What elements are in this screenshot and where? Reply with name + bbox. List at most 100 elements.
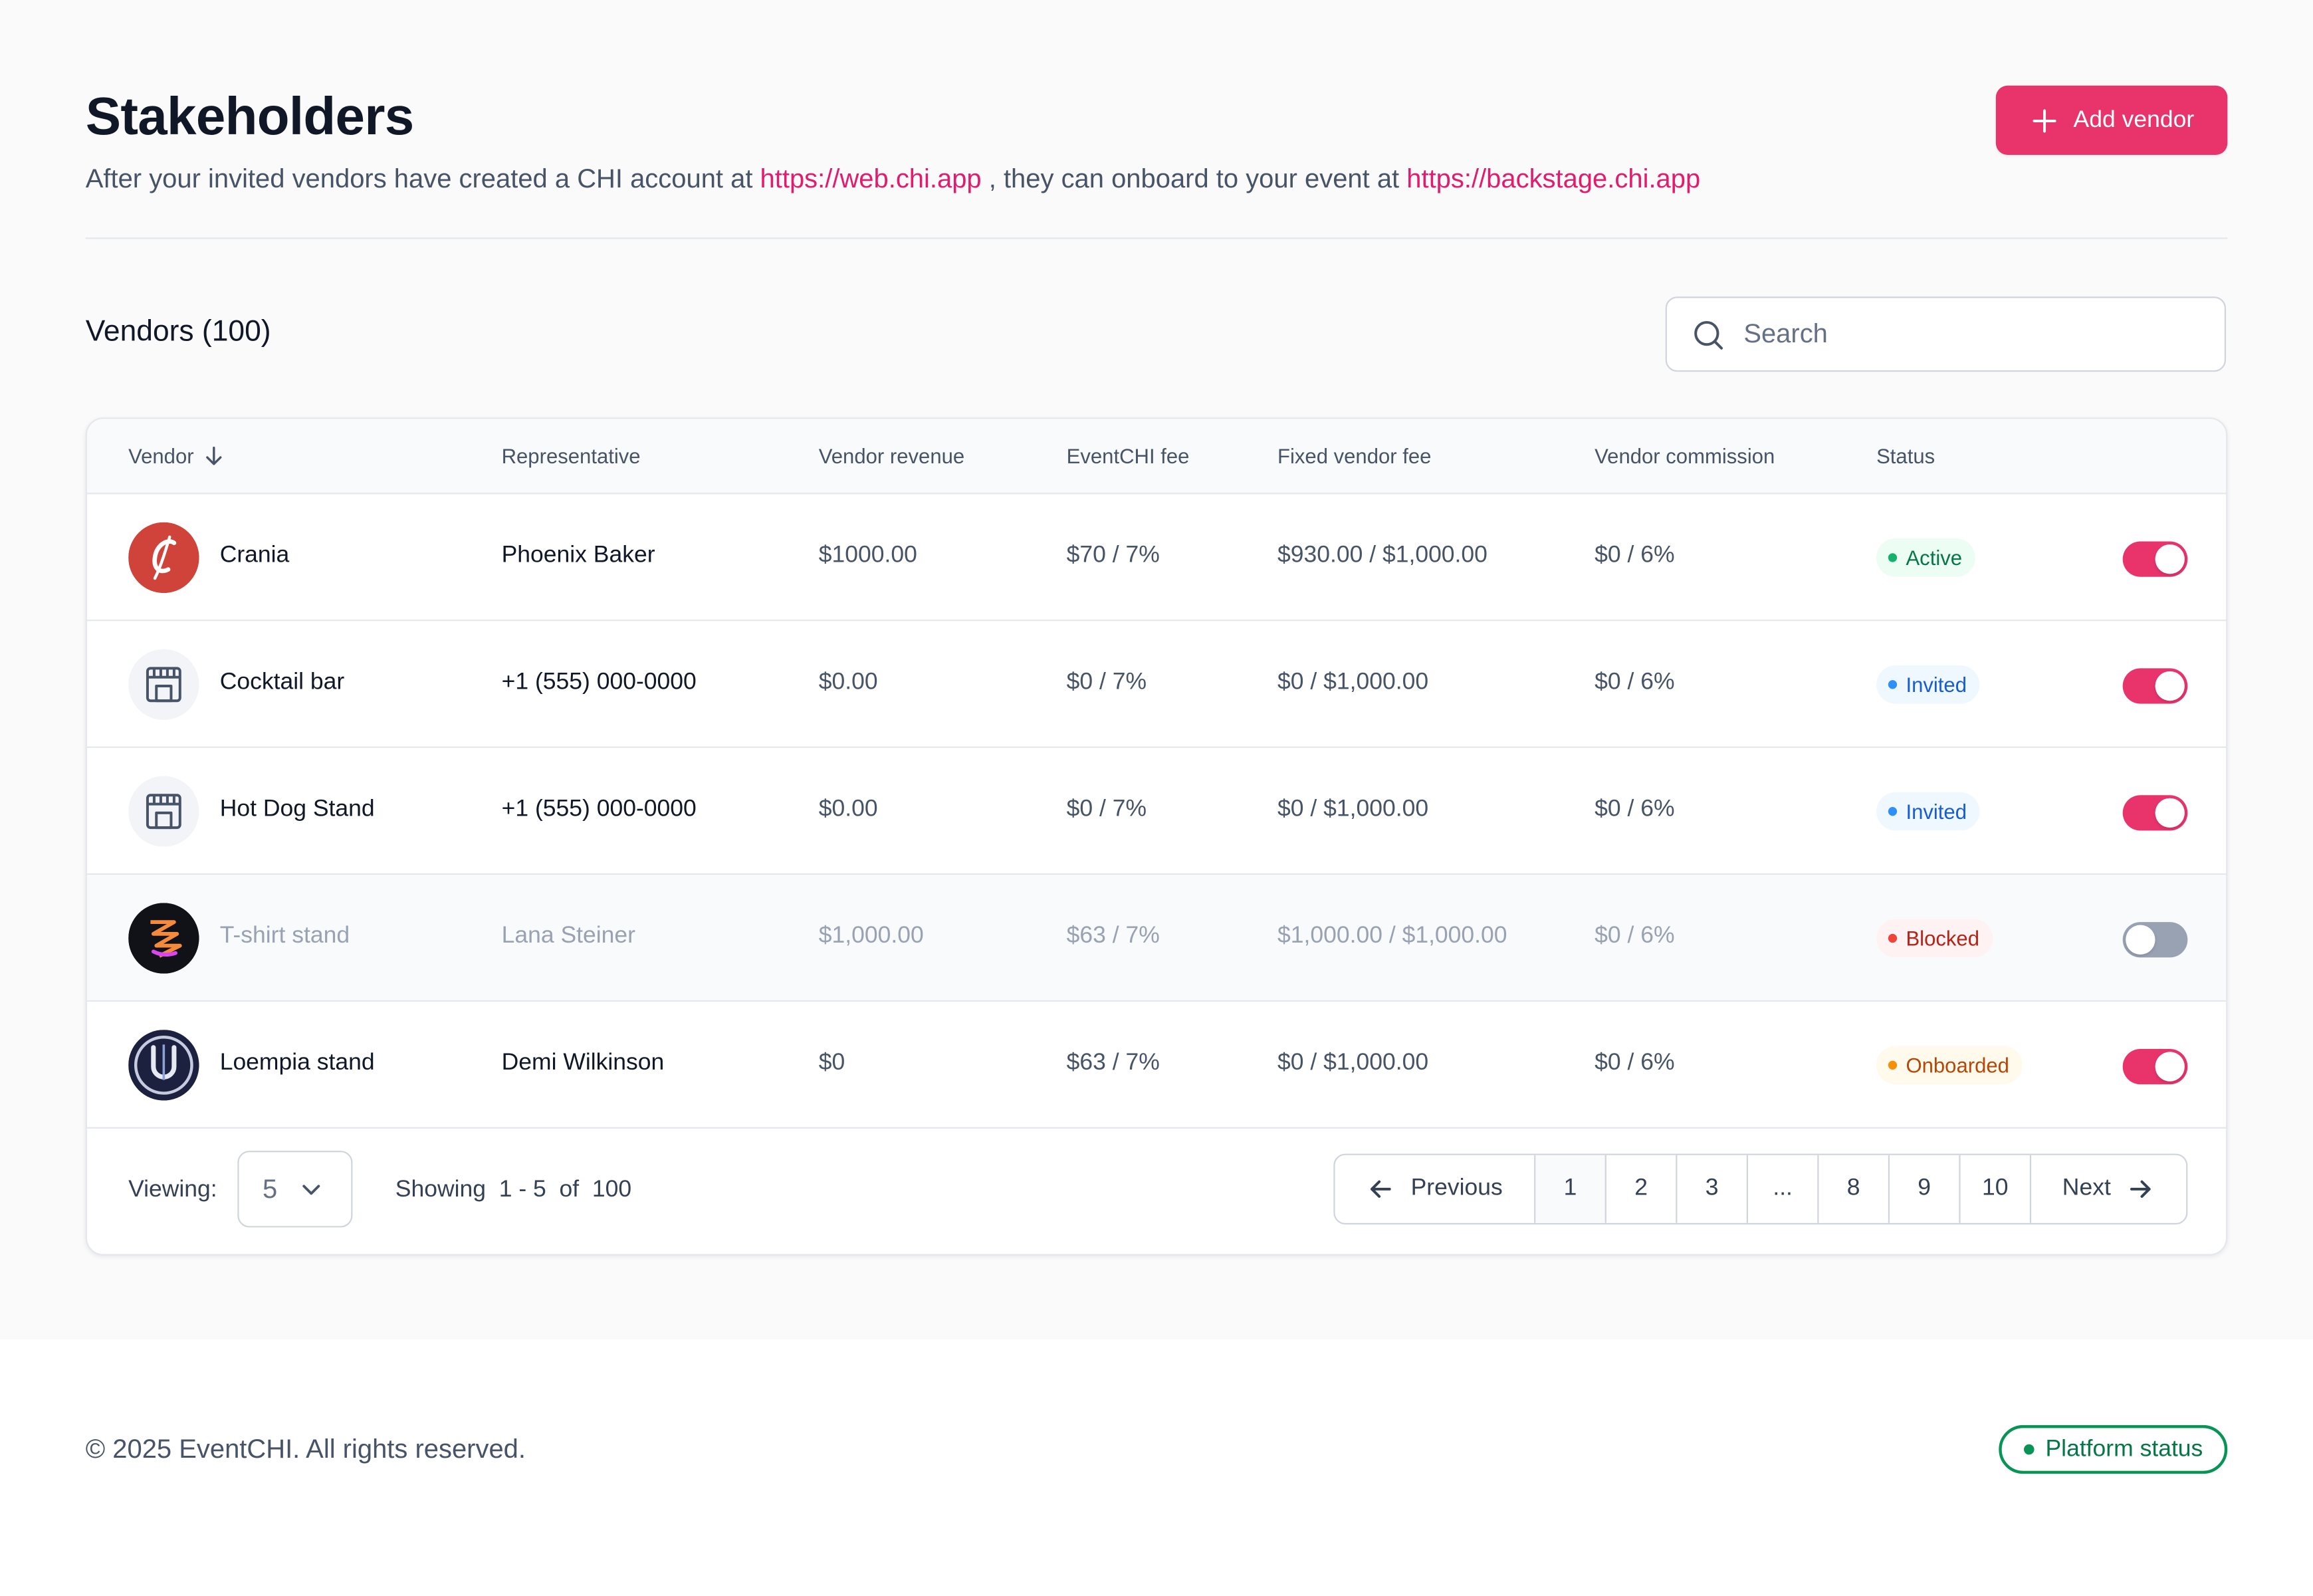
toggle-knob <box>2155 671 2185 701</box>
store-icon <box>128 649 199 721</box>
status-label: Invited <box>1906 799 1967 824</box>
table-row[interactable]: Loempia stand Demi Wilkinson $0 $63 / 7%… <box>86 1001 2227 1129</box>
main-content: Stakeholders After your invited vendors … <box>85 85 2228 1256</box>
col-representative: Representative <box>501 444 641 468</box>
vendor-name: Loempia stand <box>219 1050 375 1076</box>
backstage-link[interactable]: https://backstage.chi.app <box>1406 164 1701 193</box>
toggle-knob <box>2126 925 2155 955</box>
vendor-name: Cocktail bar <box>219 669 345 695</box>
page-button-10[interactable]: 10 <box>1961 1155 2032 1223</box>
toggle-knob <box>2155 1052 2185 1082</box>
status-dot <box>1888 807 1898 816</box>
toggle-knob <box>2155 798 2185 828</box>
chevron-down-icon <box>302 1185 320 1195</box>
table-header: Vendor Representative Vendor revenue Eve… <box>86 419 2227 495</box>
vendor-commission: $0 / 6% <box>1595 1050 1675 1076</box>
vendors-count-title: Vendors (100) <box>85 315 271 348</box>
fixed-vendor-fee: $1,000.00 / $1,000.00 <box>1277 923 1507 949</box>
col-fixed-fee: Fixed vendor fee <box>1277 444 1432 468</box>
vendor-revenue: $1,000.00 <box>818 923 924 949</box>
representative: Demi Wilkinson <box>501 1050 665 1076</box>
representative: +1 (555) 000-0000 <box>501 669 697 695</box>
vendor-name: Crania <box>219 542 290 568</box>
vendor-name: Hot Dog Stand <box>219 796 375 822</box>
status-label: Active <box>1906 546 1963 570</box>
status-badge: Onboarded <box>1876 1046 2023 1085</box>
page-ellipsis: ... <box>1748 1155 1819 1223</box>
store-icon <box>128 776 199 847</box>
status-label: Invited <box>1906 673 1967 697</box>
crania-logo-icon <box>128 522 199 594</box>
plus-icon <box>2032 108 2056 132</box>
eventchi-fee: $63 / 7% <box>1066 1050 1160 1076</box>
col-vendor[interactable]: Vendor <box>128 444 226 468</box>
search-icon <box>1694 320 1723 349</box>
table-row[interactable]: Crania Phoenix Baker $1000.00 $70 / 7% $… <box>86 494 2227 622</box>
fixed-vendor-fee: $930.00 / $1,000.00 <box>1277 542 1487 568</box>
representative: Lana Steiner <box>501 923 635 949</box>
vendor-toggle[interactable] <box>2122 795 2188 831</box>
page-button-8[interactable]: 8 <box>1819 1155 1890 1223</box>
representative: Phoenix Baker <box>501 542 655 568</box>
next-label: Next <box>2062 1175 2111 1201</box>
eventchi-fee: $70 / 7% <box>1066 542 1160 568</box>
status-dot <box>1888 1060 1898 1070</box>
web-app-link[interactable]: https://web.chi.app <box>760 164 982 193</box>
vendor-toggle[interactable] <box>2122 668 2188 704</box>
next-button[interactable]: Next <box>2031 1155 2186 1223</box>
status-badge: Active <box>1876 538 1976 577</box>
page-subtitle: After your invited vendors have created … <box>86 164 1700 195</box>
vendor-toggle[interactable] <box>2122 1048 2188 1085</box>
vendor-name: T-shirt stand <box>219 923 350 949</box>
viewing-label: Viewing: <box>128 1177 217 1202</box>
add-vendor-button[interactable]: Add vendor <box>1995 85 2228 156</box>
vendor-revenue: $0 <box>818 1050 845 1076</box>
table-row[interactable]: Cocktail bar +1 (555) 000-0000 $0.00 $0 … <box>86 621 2227 748</box>
col-commission: Vendor commission <box>1595 444 1775 468</box>
vendor-revenue: $0.00 <box>818 796 878 822</box>
fixed-vendor-fee: $0 / $1,000.00 <box>1277 1050 1429 1076</box>
u-logo-icon <box>128 1030 199 1101</box>
eventchi-fee: $0 / 7% <box>1066 796 1147 822</box>
previous-label: Previous <box>1410 1175 1503 1201</box>
status-badge: Invited <box>1876 665 1980 704</box>
search-box[interactable] <box>1665 296 2227 372</box>
vendor-toggle[interactable] <box>2122 922 2188 958</box>
col-revenue: Vendor revenue <box>818 444 965 468</box>
page-button-2[interactable]: 2 <box>1606 1155 1678 1223</box>
copyright-text: © 2025 EventCHI. All rights reserved. <box>85 1434 526 1464</box>
previous-button[interactable]: Previous <box>1335 1155 1536 1223</box>
vendor-commission: $0 / 6% <box>1595 923 1675 949</box>
status-dot <box>1888 933 1898 943</box>
eventchi-fee: $0 / 7% <box>1066 669 1147 695</box>
page-button-3[interactable]: 3 <box>1677 1155 1748 1223</box>
vendor-toggle[interactable] <box>2122 541 2188 577</box>
subtitle-text-1: After your invited vendors have created … <box>85 164 760 193</box>
vendor-commission: $0 / 6% <box>1595 669 1675 695</box>
page-size-value: 5 <box>263 1173 278 1203</box>
status-badge: Invited <box>1876 792 1980 831</box>
showing-text: Showing 1 - 5 of 100 <box>395 1177 632 1202</box>
col-status: Status <box>1876 444 1935 468</box>
page-button-1[interactable]: 1 <box>1535 1155 1606 1223</box>
status-dot <box>1888 553 1898 562</box>
arrow-left-icon <box>1371 1180 1392 1198</box>
toggle-knob <box>2155 544 2185 574</box>
col-vendor-label: Vendor <box>128 444 194 468</box>
platform-status-button[interactable]: Platform status <box>1999 1425 2228 1474</box>
page-size-select[interactable]: 5 <box>237 1151 353 1228</box>
zigzag-logo-icon <box>128 903 199 974</box>
table-row[interactable]: T-shirt stand Lana Steiner $1,000.00 $63… <box>86 875 2227 1002</box>
status-badge: Blocked <box>1876 919 1993 958</box>
add-vendor-label: Add vendor <box>2073 106 2195 132</box>
vendor-revenue: $1000.00 <box>818 542 917 568</box>
vendors-table: Vendor Representative Vendor revenue Eve… <box>85 417 2228 1256</box>
page-footer <box>0 1339 2313 1596</box>
arrow-down-icon <box>206 446 223 465</box>
page-button-9[interactable]: 9 <box>1890 1155 1961 1223</box>
vendor-revenue: $0.00 <box>818 669 878 695</box>
table-row[interactable]: Hot Dog Stand +1 (555) 000-0000 $0.00 $0… <box>86 748 2227 875</box>
status-dot <box>2023 1444 2034 1455</box>
search-input[interactable] <box>1740 317 2189 352</box>
subtitle-text-2: , they can onboard to your event at <box>981 164 1407 193</box>
